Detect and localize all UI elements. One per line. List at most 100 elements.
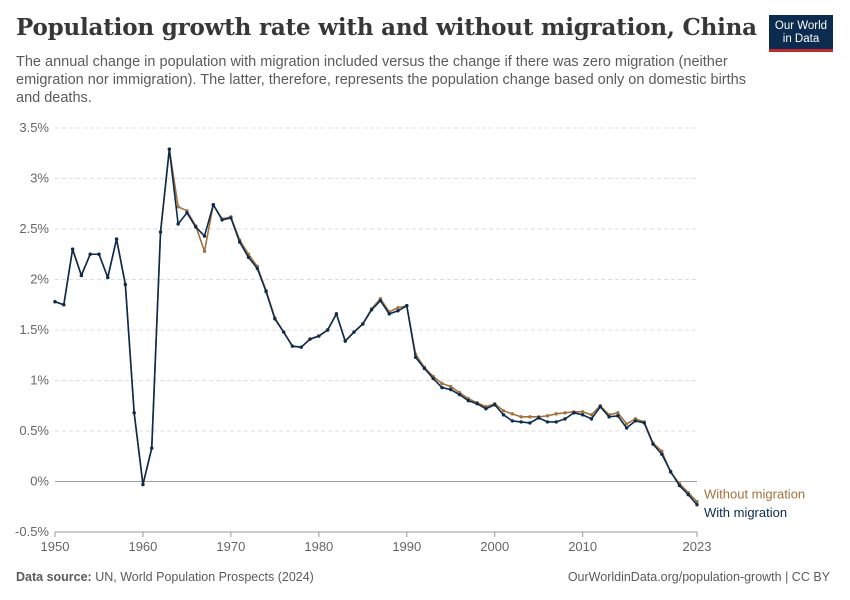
data-point-without-migration [202, 249, 207, 253]
data-point-with-migration [361, 322, 365, 326]
data-point-with-migration [229, 216, 233, 220]
data-point-with-migration [202, 234, 207, 238]
y-tick-label: 3.5% [19, 120, 49, 135]
series-line-with-migration [54, 148, 698, 506]
data-point-with-migration [352, 330, 356, 334]
data-point-with-migration [70, 247, 75, 251]
data-point-with-migration [132, 411, 136, 415]
data-point-without-migration [589, 413, 594, 417]
data-point-with-migration [501, 413, 506, 417]
data-point-with-migration [572, 411, 576, 415]
data-point-with-migration [554, 420, 558, 424]
data-point-with-migration [290, 344, 295, 348]
data-point-with-migration [211, 203, 216, 207]
data-point-with-migration [88, 252, 92, 256]
logo-line-1: Our World [774, 20, 828, 32]
data-point-with-migration [299, 345, 303, 349]
data-point-with-migration [422, 366, 427, 371]
data-point-with-migration [194, 225, 198, 229]
data-point-with-migration [536, 416, 541, 420]
y-tick-label: 2.5% [19, 221, 49, 236]
x-tick-label: 2023 [683, 539, 712, 554]
data-point-without-migration [176, 205, 180, 209]
owid-logo[interactable]: Our World in Data [769, 15, 833, 52]
legend-label-with-migration: With migration [704, 505, 787, 520]
x-tick-label: 2010 [568, 539, 597, 554]
data-point-with-migration [308, 337, 312, 341]
x-tick-label: 1980 [304, 539, 333, 554]
data-point-with-migration [677, 483, 682, 488]
series [53, 147, 699, 507]
footer-url-link[interactable]: OurWorldinData.org/population-growth | C… [567, 570, 830, 584]
data-point-with-migration [563, 417, 567, 421]
data-point-with-migration [123, 282, 128, 287]
data-point-with-migration [79, 273, 84, 278]
data-point-with-migration [255, 266, 259, 271]
x-tick-label: 1950 [41, 539, 70, 554]
data-point-with-migration [607, 415, 611, 419]
data-point-with-migration [624, 426, 629, 430]
data-point-without-migration [616, 411, 620, 415]
data-point-with-migration [449, 387, 453, 392]
data-point-without-migration [510, 412, 515, 416]
data-point-with-migration [616, 414, 620, 418]
legend-label-without-migration: Without migration [704, 487, 805, 502]
data-point-with-migration [431, 376, 435, 381]
x-tick-label: 1990 [392, 539, 421, 554]
data-point-without-migration [563, 411, 567, 415]
data-point-with-migration [53, 300, 57, 304]
logo-line-2: in Data [782, 32, 820, 45]
data-point-with-migration [589, 417, 594, 421]
data-point-with-migration [334, 312, 339, 316]
data-point-with-migration [387, 312, 391, 316]
data-source-text: UN, World Population Prospects (2024) [95, 570, 314, 584]
data-point-with-migration [343, 339, 347, 343]
data-point-with-migration [97, 252, 101, 256]
data-point-without-migration [519, 415, 523, 419]
data-source: Data source: UN, World Population Prospe… [16, 570, 314, 584]
x-tick-label: 1970 [216, 539, 245, 554]
data-point-with-migration [369, 308, 374, 312]
data-point-with-migration [185, 211, 189, 215]
data-point-without-migration [624, 422, 629, 426]
data-point-with-migration [220, 218, 224, 222]
data-point-with-migration [545, 420, 550, 424]
data-point-with-migration [167, 147, 172, 151]
data-point-with-migration [281, 330, 286, 334]
data-point-with-migration [695, 503, 699, 507]
data-point-with-migration [264, 289, 268, 294]
y-tick-label: -0.5% [15, 524, 49, 539]
x-tick-label: 2000 [480, 539, 509, 554]
data-point-with-migration [273, 317, 277, 321]
data-point-with-migration [440, 385, 444, 390]
y-tick-label: 3% [30, 171, 49, 186]
data-point-without-migration [580, 410, 585, 414]
data-point-without-migration [396, 306, 400, 310]
data-point-with-migration [176, 222, 180, 226]
data-point-without-migration [545, 414, 550, 418]
data-point-with-migration [668, 469, 673, 474]
chart-subtitle: The annual change in population with mig… [16, 54, 746, 106]
data-point-with-migration [106, 275, 110, 280]
data-point-with-migration [158, 230, 163, 234]
x-tick-label: 1960 [128, 539, 157, 554]
data-point-with-migration [396, 309, 400, 313]
data-point-with-migration [237, 240, 242, 244]
data-point-without-migration [440, 381, 444, 386]
data-point-with-migration [150, 446, 154, 450]
data-point-with-migration [466, 399, 471, 403]
axes: -0.5% 0% 0.5% 1% 1.5% 2% 2.5% 3% 3.5% 1950 1960 197… [15, 120, 711, 554]
y-tick-label: 1.5% [19, 322, 49, 337]
data-point-with-migration [642, 421, 646, 425]
data-point-with-migration [484, 407, 488, 411]
gridlines [55, 127, 697, 533]
data-point-with-migration [413, 355, 418, 359]
data-point-with-migration [660, 452, 664, 456]
data-point-with-migration [475, 402, 479, 406]
y-tick-label: 2% [30, 272, 49, 287]
data-point-with-migration [493, 403, 497, 407]
data-point-with-migration [378, 299, 383, 303]
data-point-with-migration [246, 255, 251, 259]
data-point-with-migration [62, 303, 66, 307]
